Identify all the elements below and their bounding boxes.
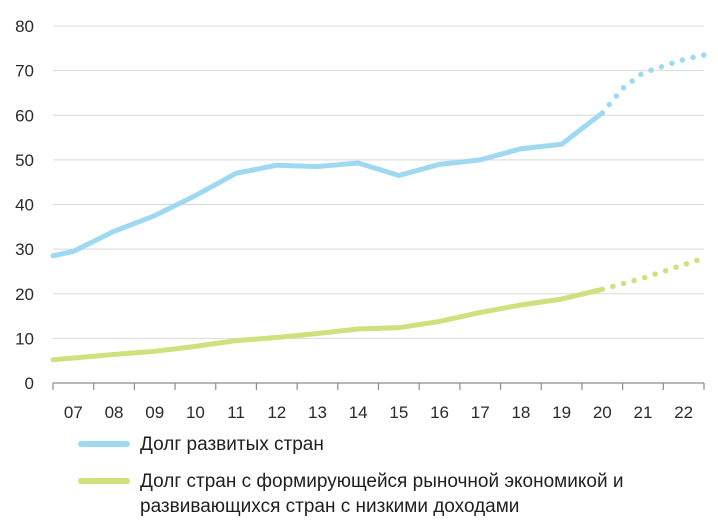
y-tick-label-10: 10 [15, 329, 34, 348]
legend-swatch-emerging [78, 478, 130, 484]
series-forecast-line-0 [599, 52, 707, 116]
x-tick-label-11: 11 [227, 403, 245, 422]
legend-item-developed: Долг развитых стран [78, 432, 708, 457]
y-tick-label-0: 0 [25, 374, 34, 393]
series-forecast-line-1 [599, 255, 707, 293]
x-tick-label-16: 16 [430, 403, 449, 422]
legend-item-emerging: Долг стран с формирующейся рыночной экон… [78, 469, 708, 519]
series-line-1 [50, 286, 605, 363]
legend-label-developed: Долг развитых стран [140, 434, 324, 455]
x-tick-label-12: 12 [267, 403, 286, 422]
line-chart: 0 10 20 30 40 50 60 70 80 07 08 09 10 11 12 13 14 15 16 17 1… [15, 17, 707, 422]
x-tick-label-13: 13 [308, 403, 327, 422]
x-tick-label-15: 15 [389, 403, 408, 422]
x-tick-label-21: 21 [634, 403, 653, 422]
x-tick-label-20: 20 [593, 403, 612, 422]
y-tick-label-60: 60 [15, 106, 34, 125]
y-tick-label-20: 20 [15, 285, 34, 304]
y-tick-label-30: 30 [15, 240, 34, 259]
x-tick-label-10: 10 [186, 403, 205, 422]
legend: Долг развитых стран Долг стран с формиру… [78, 432, 708, 531]
x-tick-label-09: 09 [145, 403, 164, 422]
y-tick-label-80: 80 [15, 17, 34, 36]
x-tick-label-08: 08 [105, 403, 124, 422]
series-line-0 [50, 110, 605, 259]
y-tick-label-40: 40 [15, 196, 34, 215]
x-tick-label-22: 22 [674, 403, 693, 422]
x-tick-label-19: 19 [552, 403, 571, 422]
legend-label-emerging: Долг стран с формирующейся рыночной экон… [140, 471, 624, 517]
x-tick-label-07: 07 [64, 403, 83, 422]
y-tick-label-50: 50 [15, 151, 34, 170]
x-tick-label-17: 17 [471, 403, 490, 422]
x-tick-label-14: 14 [349, 403, 368, 422]
legend-swatch-developed [78, 441, 130, 447]
x-tick-label-18: 18 [511, 403, 530, 422]
y-tick-label-70: 70 [15, 62, 34, 81]
